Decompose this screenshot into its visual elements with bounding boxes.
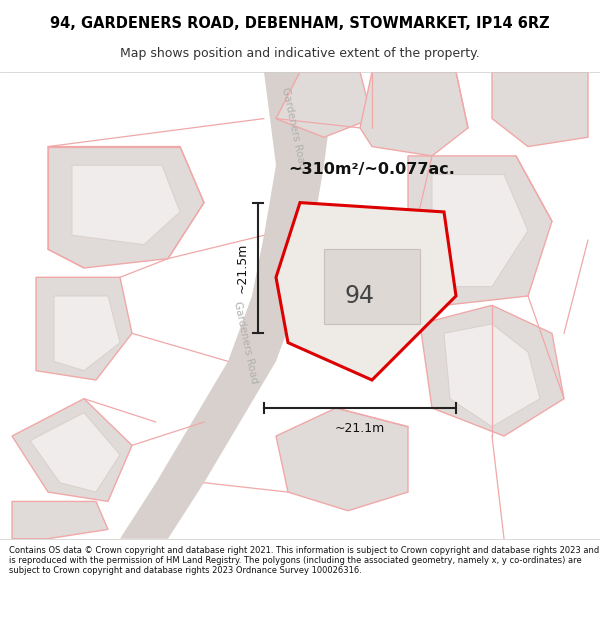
Text: ~21.5m: ~21.5m (236, 242, 249, 293)
Text: Contains OS data © Crown copyright and database right 2021. This information is : Contains OS data © Crown copyright and d… (9, 546, 599, 576)
Polygon shape (360, 72, 468, 156)
Text: Map shows position and indicative extent of the property.: Map shows position and indicative extent… (120, 48, 480, 61)
Polygon shape (276, 202, 456, 380)
Polygon shape (276, 72, 372, 138)
Polygon shape (72, 165, 180, 244)
Polygon shape (12, 501, 108, 539)
Polygon shape (120, 72, 336, 539)
Polygon shape (492, 72, 588, 147)
Polygon shape (324, 249, 420, 324)
Polygon shape (420, 305, 564, 436)
Polygon shape (36, 278, 132, 380)
Polygon shape (12, 399, 132, 501)
Text: 94: 94 (345, 284, 375, 308)
Text: Gardeners Road: Gardeners Road (280, 86, 308, 170)
Polygon shape (432, 174, 528, 287)
Polygon shape (276, 408, 408, 511)
Polygon shape (30, 412, 120, 492)
Polygon shape (54, 296, 120, 371)
Text: ~310m²/~0.077ac.: ~310m²/~0.077ac. (288, 162, 455, 177)
Text: ~21.1m: ~21.1m (335, 422, 385, 435)
Polygon shape (408, 156, 552, 305)
Polygon shape (48, 147, 204, 268)
Polygon shape (444, 324, 540, 427)
Text: 94, GARDENERS ROAD, DEBENHAM, STOWMARKET, IP14 6RZ: 94, GARDENERS ROAD, DEBENHAM, STOWMARKET… (50, 16, 550, 31)
Text: Gardeners Road: Gardeners Road (232, 301, 260, 385)
